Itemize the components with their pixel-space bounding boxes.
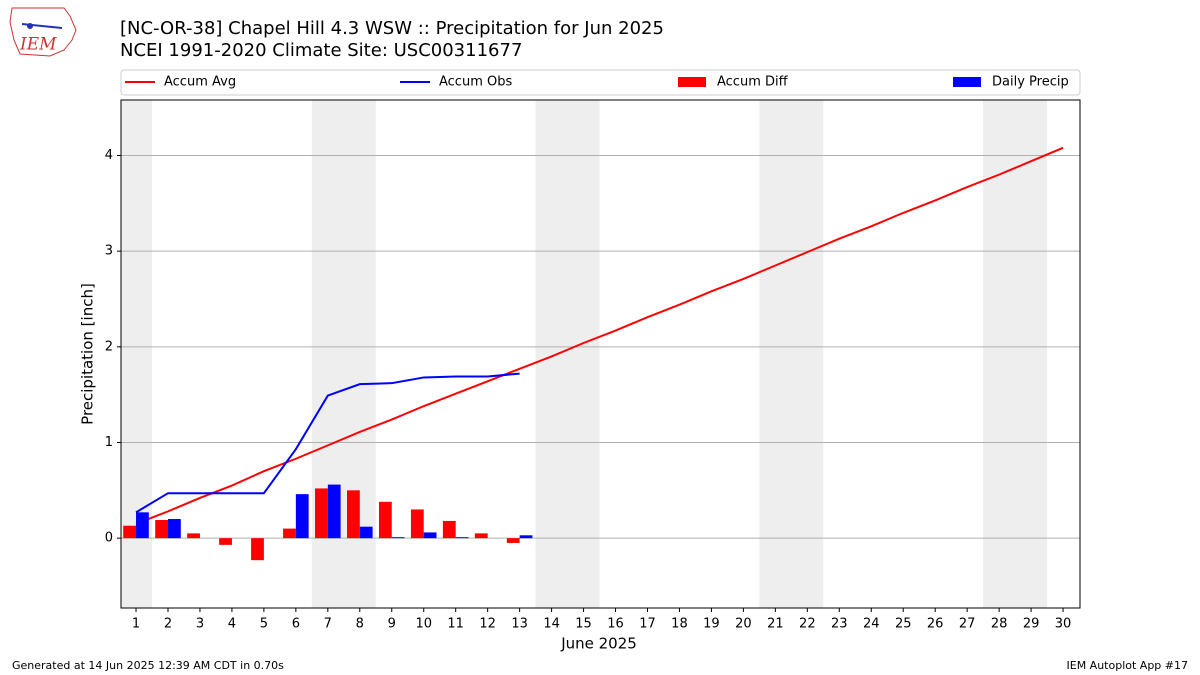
x-tick-label: 20 — [735, 617, 752, 632]
x-axis-label: June 2025 — [560, 635, 637, 653]
line — [135, 146, 1064, 525]
x-tick-label: 9 — [388, 617, 396, 632]
x-tick-label: 3 — [196, 617, 204, 632]
x-tick-label: 2 — [164, 617, 172, 632]
y-tick-label: 0 — [105, 531, 113, 546]
x-tick-label: 1 — [132, 617, 140, 632]
bar — [136, 512, 149, 539]
logo: IEM — [9, 7, 77, 57]
y-axis-label: Precipitation [inch] — [79, 283, 97, 425]
x-tick-label: 24 — [863, 617, 880, 632]
logo-text: IEM — [19, 35, 57, 55]
x-tick-label: 17 — [639, 617, 656, 632]
chart-title: [NC-OR-38] Chapel Hill 4.3 WSW :: Precip… — [120, 18, 664, 39]
x-tick-label: 6 — [292, 617, 300, 632]
bar — [359, 526, 373, 539]
legend-label: Accum Diff — [717, 75, 789, 90]
bar — [455, 537, 469, 539]
bar — [474, 533, 488, 539]
bar — [506, 538, 520, 543]
bar — [378, 501, 392, 539]
x-tick-label: 28 — [991, 617, 1008, 632]
x-tick-label: 13 — [511, 617, 528, 632]
legend-label: Accum Avg — [164, 75, 236, 90]
legend-label: Accum Obs — [439, 75, 512, 90]
footer-left: Generated at 14 Jun 2025 12:39 AM CDT in… — [12, 659, 284, 672]
x-tick-label: 7 — [324, 617, 332, 632]
x-tick-label: 19 — [703, 617, 720, 632]
x-tick-label: 16 — [607, 617, 624, 632]
x-tick-label: 26 — [927, 617, 944, 632]
bar — [167, 519, 181, 539]
x-tick-label: 5 — [260, 617, 268, 632]
bar — [123, 525, 137, 539]
legend-swatch — [953, 77, 981, 87]
x-tick-label: 4 — [228, 617, 236, 632]
y-tick-label: 1 — [105, 435, 113, 450]
legend-swatch — [678, 77, 706, 87]
y-tick-label: 3 — [105, 244, 113, 259]
bar — [315, 488, 328, 539]
x-tick-label: 18 — [671, 617, 688, 632]
weekend-shade — [535, 100, 600, 608]
chart-subtitle: NCEI 1991-2020 Climate Site: USC00311677 — [120, 40, 522, 61]
x-tick-label: 29 — [1023, 617, 1040, 632]
bar — [391, 537, 405, 539]
line — [135, 372, 520, 514]
weekend-shade — [983, 100, 1048, 608]
x-tick-label: 25 — [895, 617, 912, 632]
bar — [187, 533, 200, 539]
bar — [283, 528, 296, 539]
bar — [219, 538, 232, 545]
bar — [347, 490, 360, 539]
bar — [519, 535, 533, 539]
bar — [251, 538, 264, 561]
x-tick-label: 27 — [959, 617, 976, 632]
legend-label: Daily Precip — [992, 75, 1069, 90]
bar — [423, 532, 437, 539]
x-tick-label: 12 — [479, 617, 496, 632]
x-tick-label: 11 — [447, 617, 464, 632]
legend-box — [120, 69, 1081, 96]
bar — [327, 484, 341, 539]
plot-frame — [120, 99, 1081, 609]
x-tick-label: 30 — [1055, 617, 1072, 632]
bar — [295, 494, 309, 539]
x-tick-label: 10 — [415, 617, 432, 632]
x-tick-label: 14 — [543, 617, 560, 632]
x-tick-label: 21 — [767, 617, 784, 632]
footer-right: IEM Autoplot App #17 — [1067, 659, 1189, 672]
bar — [155, 519, 168, 539]
weekend-shade — [759, 100, 824, 608]
x-tick-label: 8 — [356, 617, 364, 632]
y-tick-label: 2 — [105, 339, 113, 354]
y-tick-label: 4 — [105, 148, 113, 163]
x-tick-label: 15 — [575, 617, 592, 632]
bar — [442, 520, 456, 539]
bar — [410, 509, 424, 539]
x-tick-label: 22 — [799, 617, 816, 632]
x-tick-label: 23 — [831, 617, 848, 632]
